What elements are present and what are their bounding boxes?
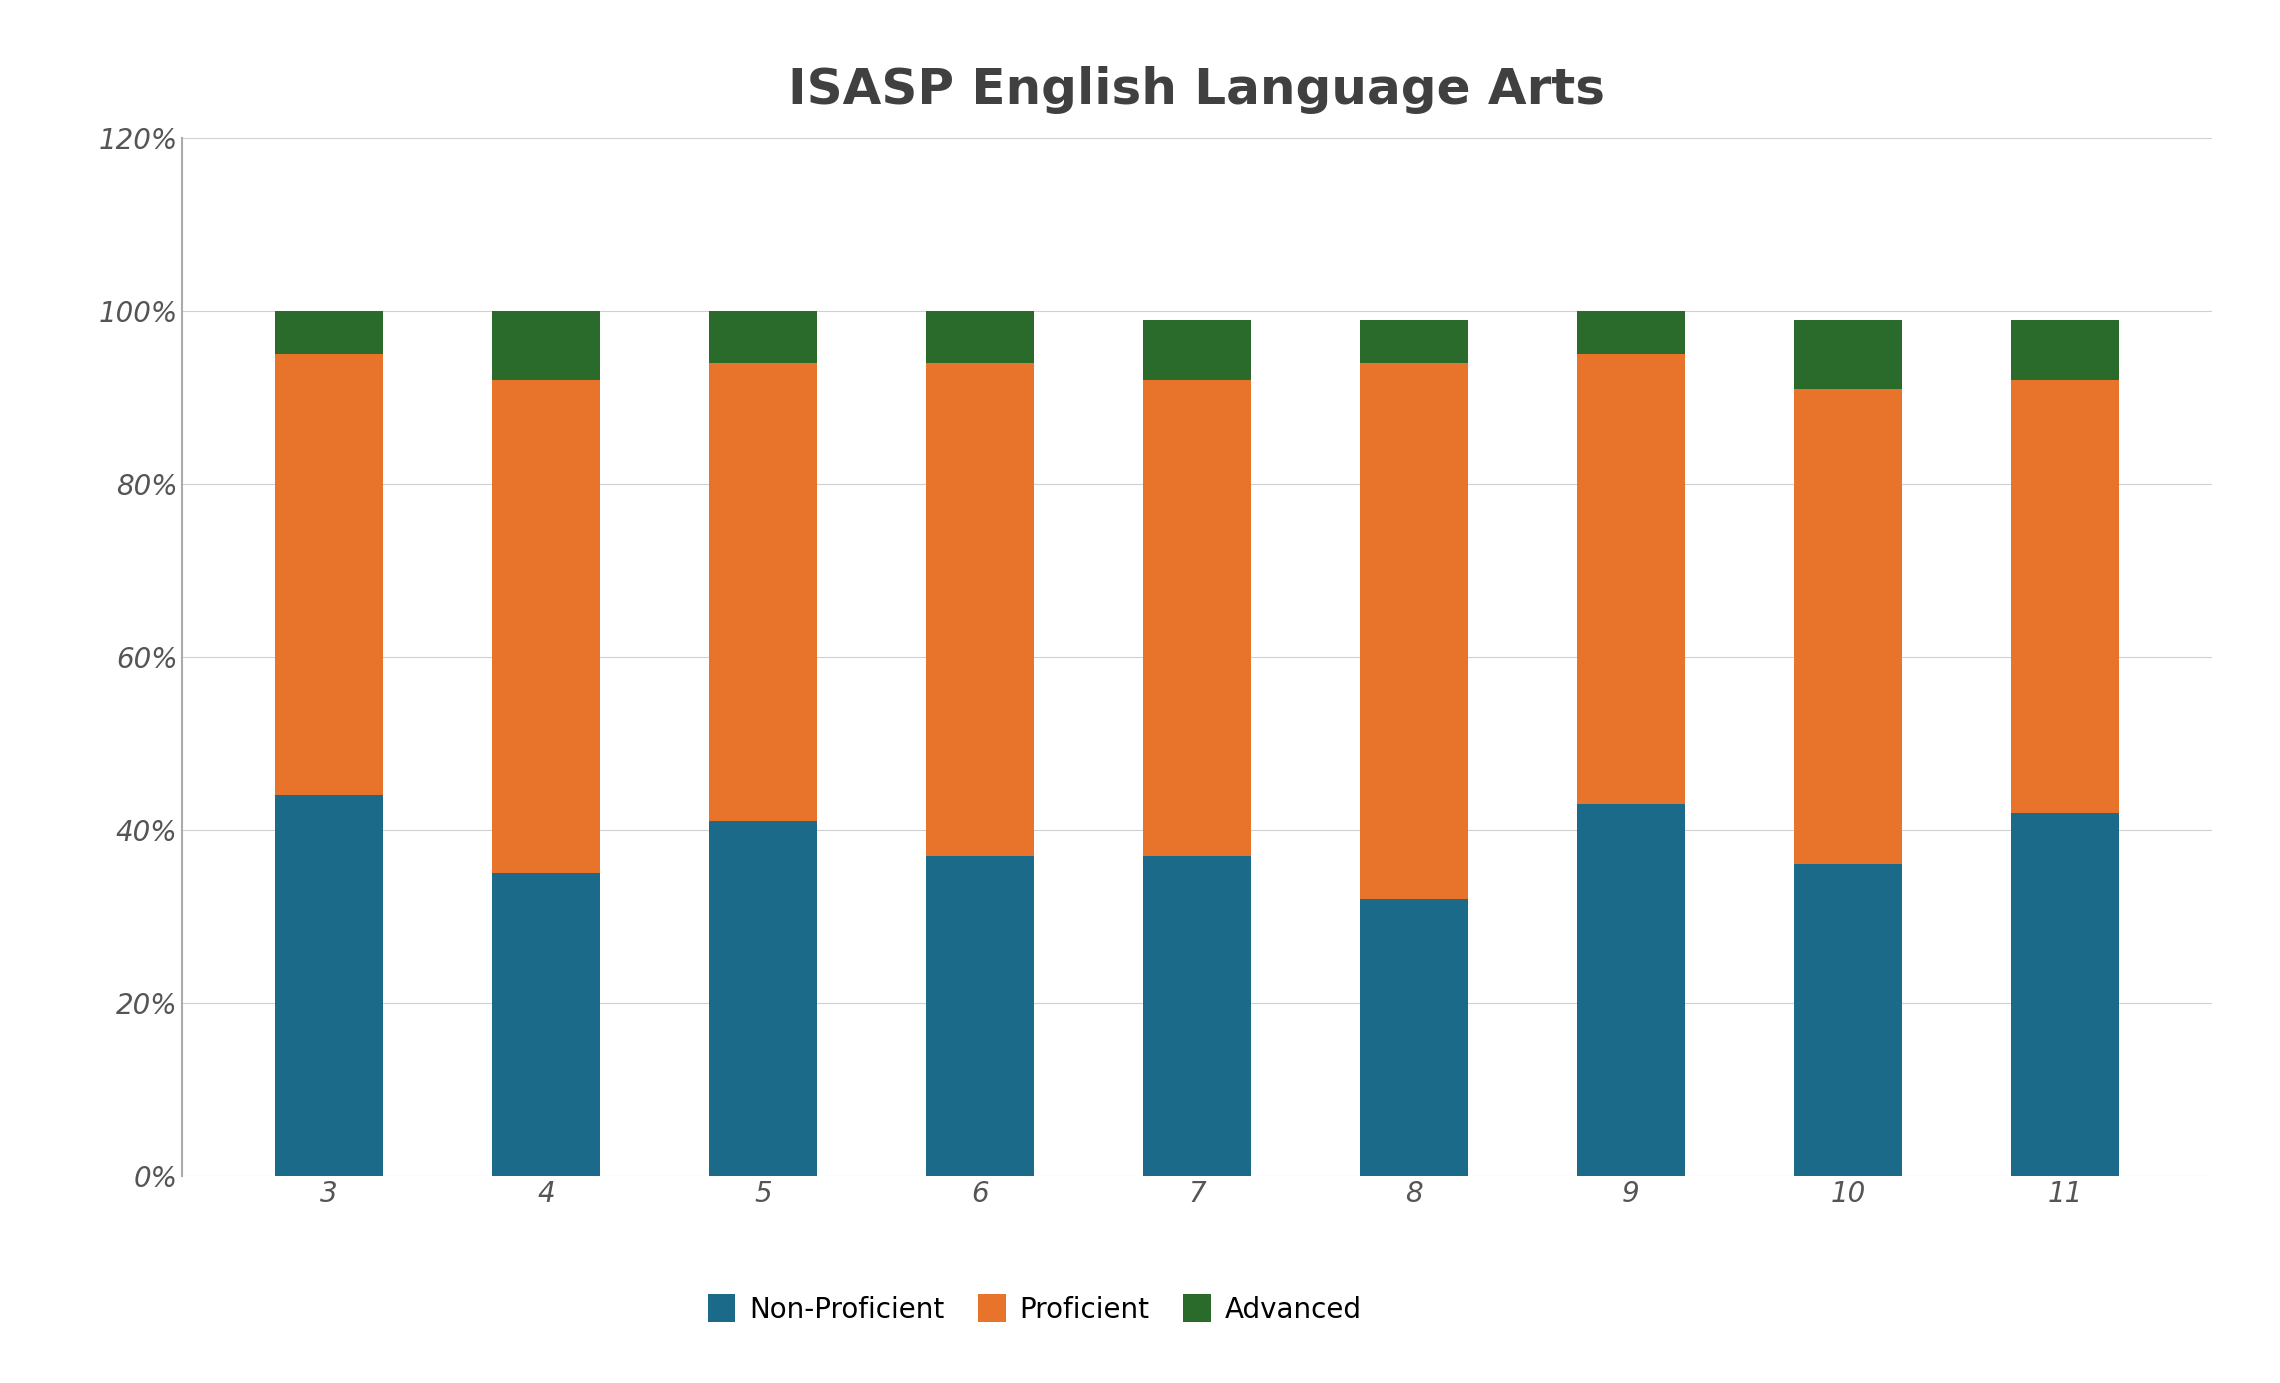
Bar bbox=[1578, 804, 1685, 1176]
Bar bbox=[2011, 812, 2120, 1176]
Bar bbox=[274, 354, 383, 795]
Bar bbox=[1142, 319, 1252, 380]
Bar bbox=[2011, 380, 2120, 812]
Bar bbox=[1578, 354, 1685, 804]
Bar bbox=[492, 311, 600, 380]
Bar bbox=[1794, 864, 1902, 1176]
Bar bbox=[709, 362, 816, 822]
Bar bbox=[1142, 380, 1252, 856]
Bar bbox=[926, 311, 1035, 362]
Bar bbox=[274, 311, 383, 354]
Bar bbox=[2011, 319, 2120, 380]
Bar bbox=[492, 873, 600, 1176]
Bar bbox=[274, 795, 383, 1176]
Bar bbox=[926, 362, 1035, 856]
Bar bbox=[1794, 389, 1902, 864]
Bar bbox=[926, 856, 1035, 1176]
Legend: Non-Proficient, Proficient, Advanced: Non-Proficient, Proficient, Advanced bbox=[698, 1283, 1373, 1335]
Bar bbox=[709, 822, 816, 1176]
Bar bbox=[1794, 319, 1902, 389]
Title: ISASP English Language Arts: ISASP English Language Arts bbox=[789, 65, 1605, 113]
Bar bbox=[1359, 319, 1468, 362]
Bar bbox=[709, 311, 816, 362]
Bar bbox=[492, 380, 600, 873]
Bar bbox=[1578, 311, 1685, 354]
Bar bbox=[1359, 899, 1468, 1176]
Bar bbox=[1142, 856, 1252, 1176]
Bar bbox=[1359, 362, 1468, 899]
